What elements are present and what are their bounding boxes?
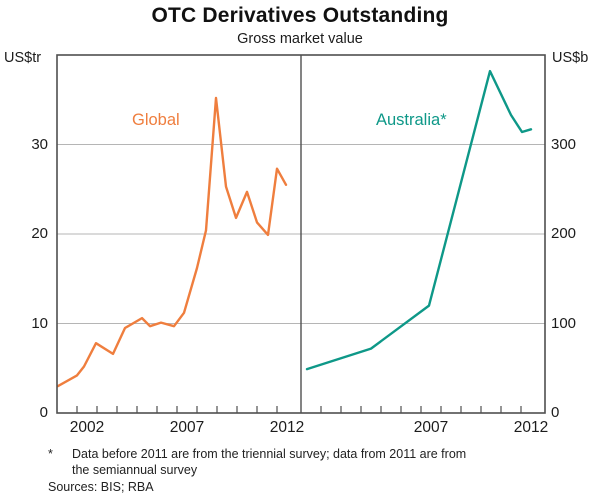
- chart-subtitle: Gross market value: [237, 31, 363, 47]
- x-axis-label-left-2007: 2007: [169, 419, 205, 436]
- left-axis-tick-label-20: 20: [31, 225, 48, 242]
- right-axis-tick-label-200: 200: [551, 225, 577, 242]
- series-line-global: [56, 96, 288, 388]
- series-label-australia: Australia*: [376, 111, 447, 129]
- left-axis-tick-label-10: 10: [31, 314, 48, 332]
- right-axis-unit-label: US$b: [552, 50, 589, 66]
- x-axis-label-right-2012: 2012: [513, 419, 549, 436]
- chart-title: OTC Derivatives Outstanding: [151, 4, 449, 27]
- footnote-line-1: Data before 2011 are from the triennial …: [72, 447, 467, 461]
- footnote-sources: Sources: BIS; RBA: [48, 480, 154, 494]
- left-axis-tick-label-0: 0: [39, 404, 48, 421]
- right-axis-tick-label-0: 0: [551, 404, 560, 421]
- left-axis-tick-label-30: 30: [31, 135, 48, 153]
- series-line-australia: [305, 69, 533, 371]
- x-axis-label-left-2002: 2002: [69, 419, 105, 436]
- footnote-line-2: the semiannual survey: [72, 463, 198, 477]
- footnote-marker: *: [48, 447, 53, 461]
- x-axis-label-right-2007: 2007: [413, 419, 449, 436]
- right-axis-tick-label-300: 300: [551, 135, 577, 153]
- x-axis-label-left-2012: 2012: [269, 419, 305, 436]
- right-axis-tick-label-100: 100: [551, 314, 577, 332]
- left-axis-unit-label: US$tr: [4, 50, 42, 66]
- series-label-global: Global: [132, 111, 180, 129]
